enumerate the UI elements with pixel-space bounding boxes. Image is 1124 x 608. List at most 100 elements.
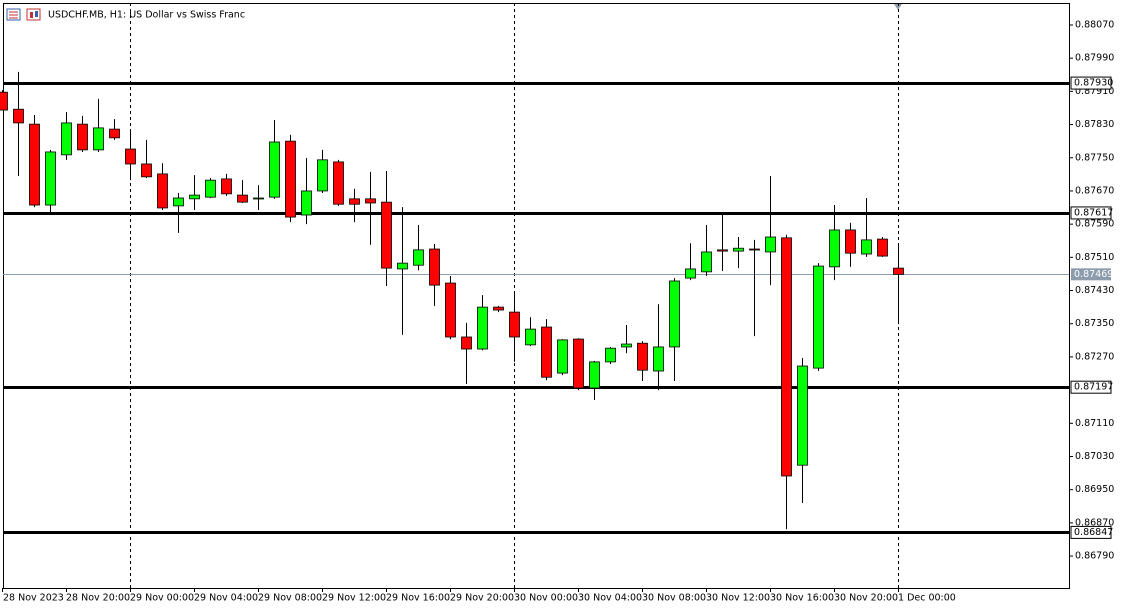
candle-body [269, 141, 280, 198]
candle-body [573, 338, 584, 389]
candle-body [173, 197, 184, 207]
candle-body [621, 343, 632, 348]
candle-body [61, 122, 72, 156]
y-tick-label: 0.87750 [1075, 152, 1114, 163]
y-tick-label: 0.87270 [1075, 351, 1114, 362]
x-tick-label: 29 Nov 20:00 [450, 593, 514, 604]
candle-body [349, 198, 360, 205]
x-tick-label: 29 Nov 16:00 [386, 593, 450, 604]
candle-body [541, 326, 552, 378]
level-label: 0.86847 [1074, 527, 1113, 538]
candle-body [685, 268, 696, 279]
candle-body [45, 151, 56, 206]
y-tick-label: 0.86870 [1075, 517, 1114, 528]
candle-body [189, 194, 200, 200]
candle-body [493, 306, 504, 311]
candle-body [877, 238, 888, 257]
y-tick-label: 0.86950 [1075, 484, 1114, 495]
candle-body [13, 108, 24, 124]
x-tick-label: 29 Nov 00:00 [130, 593, 194, 604]
x-tick-label: 28 Nov 2023 [3, 593, 64, 604]
y-tick-label: 0.86790 [1075, 551, 1114, 562]
x-tick-label: 30 Nov 20:00 [834, 593, 898, 604]
x-tick-label: 29 Nov 04:00 [194, 593, 258, 604]
candle-body [381, 201, 392, 269]
candle-body [301, 190, 312, 216]
candle-body [317, 159, 328, 192]
last-price-box [1071, 268, 1111, 281]
candle-body [157, 173, 168, 209]
x-tick-label: 29 Nov 08:00 [258, 593, 322, 604]
candle-body [861, 239, 872, 255]
candle-body [429, 248, 440, 286]
candle-body [29, 123, 40, 206]
candle-body [669, 280, 680, 348]
icon [35, 11, 38, 17]
icon [30, 12, 33, 18]
candle-body [93, 127, 104, 151]
candle-body [0, 91, 8, 111]
level-label: 0.87197 [1074, 382, 1113, 393]
x-tick-label: 30 Nov 12:00 [706, 593, 770, 604]
x-tick-label: 30 Nov 04:00 [578, 593, 642, 604]
candle-body [797, 365, 808, 466]
level-label-box [1070, 380, 1112, 394]
candle-body [141, 163, 152, 178]
candle-body [733, 247, 744, 252]
candle-body [509, 311, 520, 338]
x-tick-label: 30 Nov 00:00 [514, 593, 578, 604]
y-tick-label: 0.87670 [1075, 185, 1114, 196]
candle-body [765, 236, 776, 253]
candle-body [445, 282, 456, 338]
candle-body [221, 178, 232, 195]
y-tick-label: 0.87030 [1075, 451, 1114, 462]
candle-body [125, 148, 136, 165]
x-tick-label: 30 Nov 16:00 [770, 593, 834, 604]
candle-body [781, 237, 792, 477]
candle-body [637, 342, 648, 371]
x-tick-label: 28 Nov 20:00 [66, 593, 130, 604]
y-tick-label: 0.87350 [1075, 318, 1114, 329]
candle-body [557, 339, 568, 374]
chart-icons [6, 8, 41, 21]
level-label: 0.87617 [1074, 207, 1113, 218]
icon [26, 8, 41, 21]
candle-body [477, 306, 488, 350]
level-label-box [1070, 525, 1112, 539]
candle-body [237, 194, 248, 203]
candle-body [109, 128, 120, 139]
candle-body [365, 198, 376, 204]
y-tick-label: 0.87990 [1075, 53, 1114, 64]
candle-body [397, 262, 408, 270]
candle-body [285, 140, 296, 218]
candle-body [205, 179, 216, 198]
y-tick-label: 0.87910 [1075, 86, 1114, 97]
y-tick-label: 0.87430 [1075, 285, 1114, 296]
shift-marker [894, 4, 902, 10]
candle-body [525, 328, 536, 346]
candle-body [77, 123, 88, 151]
chart-title: USDCHF.MB, H1: US Dollar vs Swiss Franc [48, 10, 245, 21]
candle-body [589, 361, 600, 389]
candle-body [845, 229, 856, 254]
candle-body [333, 161, 344, 205]
candle-body [253, 197, 264, 200]
candle-body [749, 248, 760, 251]
plot-frame [3, 3, 1070, 589]
candle-body [461, 336, 472, 350]
level-label-box [1070, 76, 1112, 90]
x-tick-label: 30 Nov 08:00 [642, 593, 706, 604]
candle-body [653, 346, 664, 372]
candle-body [717, 249, 728, 252]
x-tick-label: 1 Dec 00:00 [898, 593, 956, 604]
candle-body [893, 267, 904, 275]
y-tick-label: 0.87510 [1075, 252, 1114, 263]
candle-body [701, 251, 712, 273]
last-price-label: 0.87469 [1074, 269, 1113, 280]
candle-body [829, 229, 840, 268]
candle-body [813, 265, 824, 369]
y-tick-label: 0.87110 [1075, 418, 1114, 429]
level-label: 0.87930 [1074, 78, 1113, 89]
